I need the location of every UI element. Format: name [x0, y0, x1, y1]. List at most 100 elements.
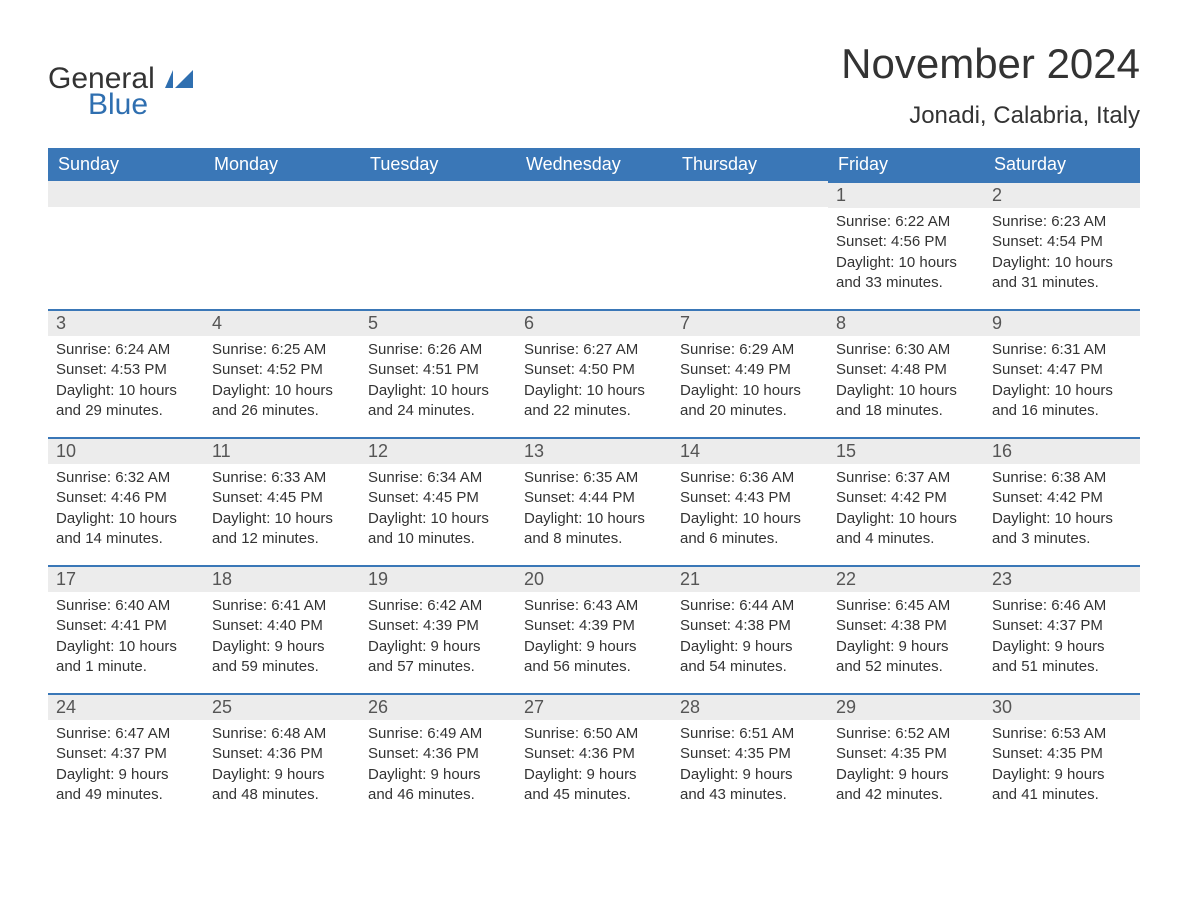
- day-number: 28: [672, 693, 828, 720]
- day-number: 25: [204, 693, 360, 720]
- day-number: 19: [360, 565, 516, 592]
- day-cell: 23Sunrise: 6:46 AMSunset: 4:37 PMDayligh…: [984, 565, 1140, 693]
- day-number: 11: [204, 437, 360, 464]
- day-cell: 21Sunrise: 6:44 AMSunset: 4:38 PMDayligh…: [672, 565, 828, 693]
- day-details: Sunrise: 6:32 AMSunset: 4:46 PMDaylight:…: [48, 464, 204, 555]
- sunrise-line: Sunrise: 6:33 AM: [212, 468, 352, 488]
- sunset-line: Sunset: 4:41 PM: [56, 616, 196, 636]
- sunrise-line: Sunrise: 6:45 AM: [836, 596, 976, 616]
- day-cell: 5Sunrise: 6:26 AMSunset: 4:51 PMDaylight…: [360, 309, 516, 437]
- sunrise-line: Sunrise: 6:43 AM: [524, 596, 664, 616]
- day-number: 17: [48, 565, 204, 592]
- day-number: 29: [828, 693, 984, 720]
- day-details: Sunrise: 6:33 AMSunset: 4:45 PMDaylight:…: [204, 464, 360, 555]
- weekday-header: Monday: [204, 148, 360, 181]
- day-details: Sunrise: 6:25 AMSunset: 4:52 PMDaylight:…: [204, 336, 360, 427]
- day-cell: 26Sunrise: 6:49 AMSunset: 4:36 PMDayligh…: [360, 693, 516, 821]
- day-cell: 8Sunrise: 6:30 AMSunset: 4:48 PMDaylight…: [828, 309, 984, 437]
- daylight-line: Daylight: 9 hours and 42 minutes.: [836, 765, 976, 806]
- day-number: 12: [360, 437, 516, 464]
- day-cell: 10Sunrise: 6:32 AMSunset: 4:46 PMDayligh…: [48, 437, 204, 565]
- daylight-line: Daylight: 9 hours and 59 minutes.: [212, 637, 352, 678]
- day-cell: 22Sunrise: 6:45 AMSunset: 4:38 PMDayligh…: [828, 565, 984, 693]
- sunrise-line: Sunrise: 6:34 AM: [368, 468, 508, 488]
- day-cell: 29Sunrise: 6:52 AMSunset: 4:35 PMDayligh…: [828, 693, 984, 821]
- day-cell: 3Sunrise: 6:24 AMSunset: 4:53 PMDaylight…: [48, 309, 204, 437]
- sunset-line: Sunset: 4:38 PM: [836, 616, 976, 636]
- daylight-line: Daylight: 10 hours and 10 minutes.: [368, 509, 508, 550]
- day-number: 22: [828, 565, 984, 592]
- daylight-line: Daylight: 9 hours and 56 minutes.: [524, 637, 664, 678]
- sunrise-line: Sunrise: 6:38 AM: [992, 468, 1132, 488]
- day-cell: 27Sunrise: 6:50 AMSunset: 4:36 PMDayligh…: [516, 693, 672, 821]
- sunrise-line: Sunrise: 6:52 AM: [836, 724, 976, 744]
- empty-day-cell: [516, 181, 672, 309]
- empty-day-cell: [48, 181, 204, 309]
- sunset-line: Sunset: 4:56 PM: [836, 232, 976, 252]
- day-cell: 30Sunrise: 6:53 AMSunset: 4:35 PMDayligh…: [984, 693, 1140, 821]
- empty-daynum-strip: [672, 181, 828, 207]
- day-details: Sunrise: 6:30 AMSunset: 4:48 PMDaylight:…: [828, 336, 984, 427]
- week-row: 24Sunrise: 6:47 AMSunset: 4:37 PMDayligh…: [48, 693, 1140, 821]
- day-number: 26: [360, 693, 516, 720]
- weekday-header-row: SundayMondayTuesdayWednesdayThursdayFrid…: [48, 148, 1140, 181]
- day-details: Sunrise: 6:37 AMSunset: 4:42 PMDaylight:…: [828, 464, 984, 555]
- daylight-line: Daylight: 10 hours and 3 minutes.: [992, 509, 1132, 550]
- sunset-line: Sunset: 4:46 PM: [56, 488, 196, 508]
- sunset-line: Sunset: 4:42 PM: [836, 488, 976, 508]
- daylight-line: Daylight: 9 hours and 46 minutes.: [368, 765, 508, 806]
- daylight-line: Daylight: 10 hours and 18 minutes.: [836, 381, 976, 422]
- sunset-line: Sunset: 4:36 PM: [524, 744, 664, 764]
- day-details: Sunrise: 6:48 AMSunset: 4:36 PMDaylight:…: [204, 720, 360, 811]
- calendar-page: General Blue November 2024 Jonadi, Calab…: [0, 0, 1188, 881]
- weekday-header: Thursday: [672, 148, 828, 181]
- empty-daynum-strip: [204, 181, 360, 207]
- day-details: Sunrise: 6:22 AMSunset: 4:56 PMDaylight:…: [828, 208, 984, 299]
- day-cell: 7Sunrise: 6:29 AMSunset: 4:49 PMDaylight…: [672, 309, 828, 437]
- day-number: 14: [672, 437, 828, 464]
- day-details: Sunrise: 6:29 AMSunset: 4:49 PMDaylight:…: [672, 336, 828, 427]
- day-number: 10: [48, 437, 204, 464]
- daylight-line: Daylight: 10 hours and 26 minutes.: [212, 381, 352, 422]
- title-block: November 2024 Jonadi, Calabria, Italy: [841, 40, 1140, 130]
- day-number: 5: [360, 309, 516, 336]
- sunrise-line: Sunrise: 6:50 AM: [524, 724, 664, 744]
- daylight-line: Daylight: 9 hours and 49 minutes.: [56, 765, 196, 806]
- day-number: 23: [984, 565, 1140, 592]
- day-details: Sunrise: 6:52 AMSunset: 4:35 PMDaylight:…: [828, 720, 984, 811]
- day-cell: 19Sunrise: 6:42 AMSunset: 4:39 PMDayligh…: [360, 565, 516, 693]
- sunrise-line: Sunrise: 6:49 AM: [368, 724, 508, 744]
- day-number: 6: [516, 309, 672, 336]
- sunrise-line: Sunrise: 6:40 AM: [56, 596, 196, 616]
- sunrise-line: Sunrise: 6:37 AM: [836, 468, 976, 488]
- sunset-line: Sunset: 4:49 PM: [680, 360, 820, 380]
- day-details: Sunrise: 6:42 AMSunset: 4:39 PMDaylight:…: [360, 592, 516, 683]
- sunset-line: Sunset: 4:39 PM: [524, 616, 664, 636]
- day-details: Sunrise: 6:46 AMSunset: 4:37 PMDaylight:…: [984, 592, 1140, 683]
- day-number: 1: [828, 181, 984, 208]
- sunset-line: Sunset: 4:44 PM: [524, 488, 664, 508]
- sunset-line: Sunset: 4:35 PM: [992, 744, 1132, 764]
- week-row: 3Sunrise: 6:24 AMSunset: 4:53 PMDaylight…: [48, 309, 1140, 437]
- sunrise-line: Sunrise: 6:46 AM: [992, 596, 1132, 616]
- day-cell: 6Sunrise: 6:27 AMSunset: 4:50 PMDaylight…: [516, 309, 672, 437]
- day-details: Sunrise: 6:50 AMSunset: 4:36 PMDaylight:…: [516, 720, 672, 811]
- day-details: Sunrise: 6:47 AMSunset: 4:37 PMDaylight:…: [48, 720, 204, 811]
- day-number: 9: [984, 309, 1140, 336]
- day-cell: 20Sunrise: 6:43 AMSunset: 4:39 PMDayligh…: [516, 565, 672, 693]
- week-row: 1Sunrise: 6:22 AMSunset: 4:56 PMDaylight…: [48, 181, 1140, 309]
- logo: General Blue: [48, 40, 193, 120]
- daylight-line: Daylight: 10 hours and 33 minutes.: [836, 253, 976, 294]
- sunrise-line: Sunrise: 6:31 AM: [992, 340, 1132, 360]
- day-details: Sunrise: 6:23 AMSunset: 4:54 PMDaylight:…: [984, 208, 1140, 299]
- sunrise-line: Sunrise: 6:41 AM: [212, 596, 352, 616]
- day-details: Sunrise: 6:45 AMSunset: 4:38 PMDaylight:…: [828, 592, 984, 683]
- day-cell: 18Sunrise: 6:41 AMSunset: 4:40 PMDayligh…: [204, 565, 360, 693]
- day-number: 24: [48, 693, 204, 720]
- day-number: 21: [672, 565, 828, 592]
- daylight-line: Daylight: 10 hours and 8 minutes.: [524, 509, 664, 550]
- sunrise-line: Sunrise: 6:35 AM: [524, 468, 664, 488]
- weekday-header: Sunday: [48, 148, 204, 181]
- sunset-line: Sunset: 4:43 PM: [680, 488, 820, 508]
- sunrise-line: Sunrise: 6:25 AM: [212, 340, 352, 360]
